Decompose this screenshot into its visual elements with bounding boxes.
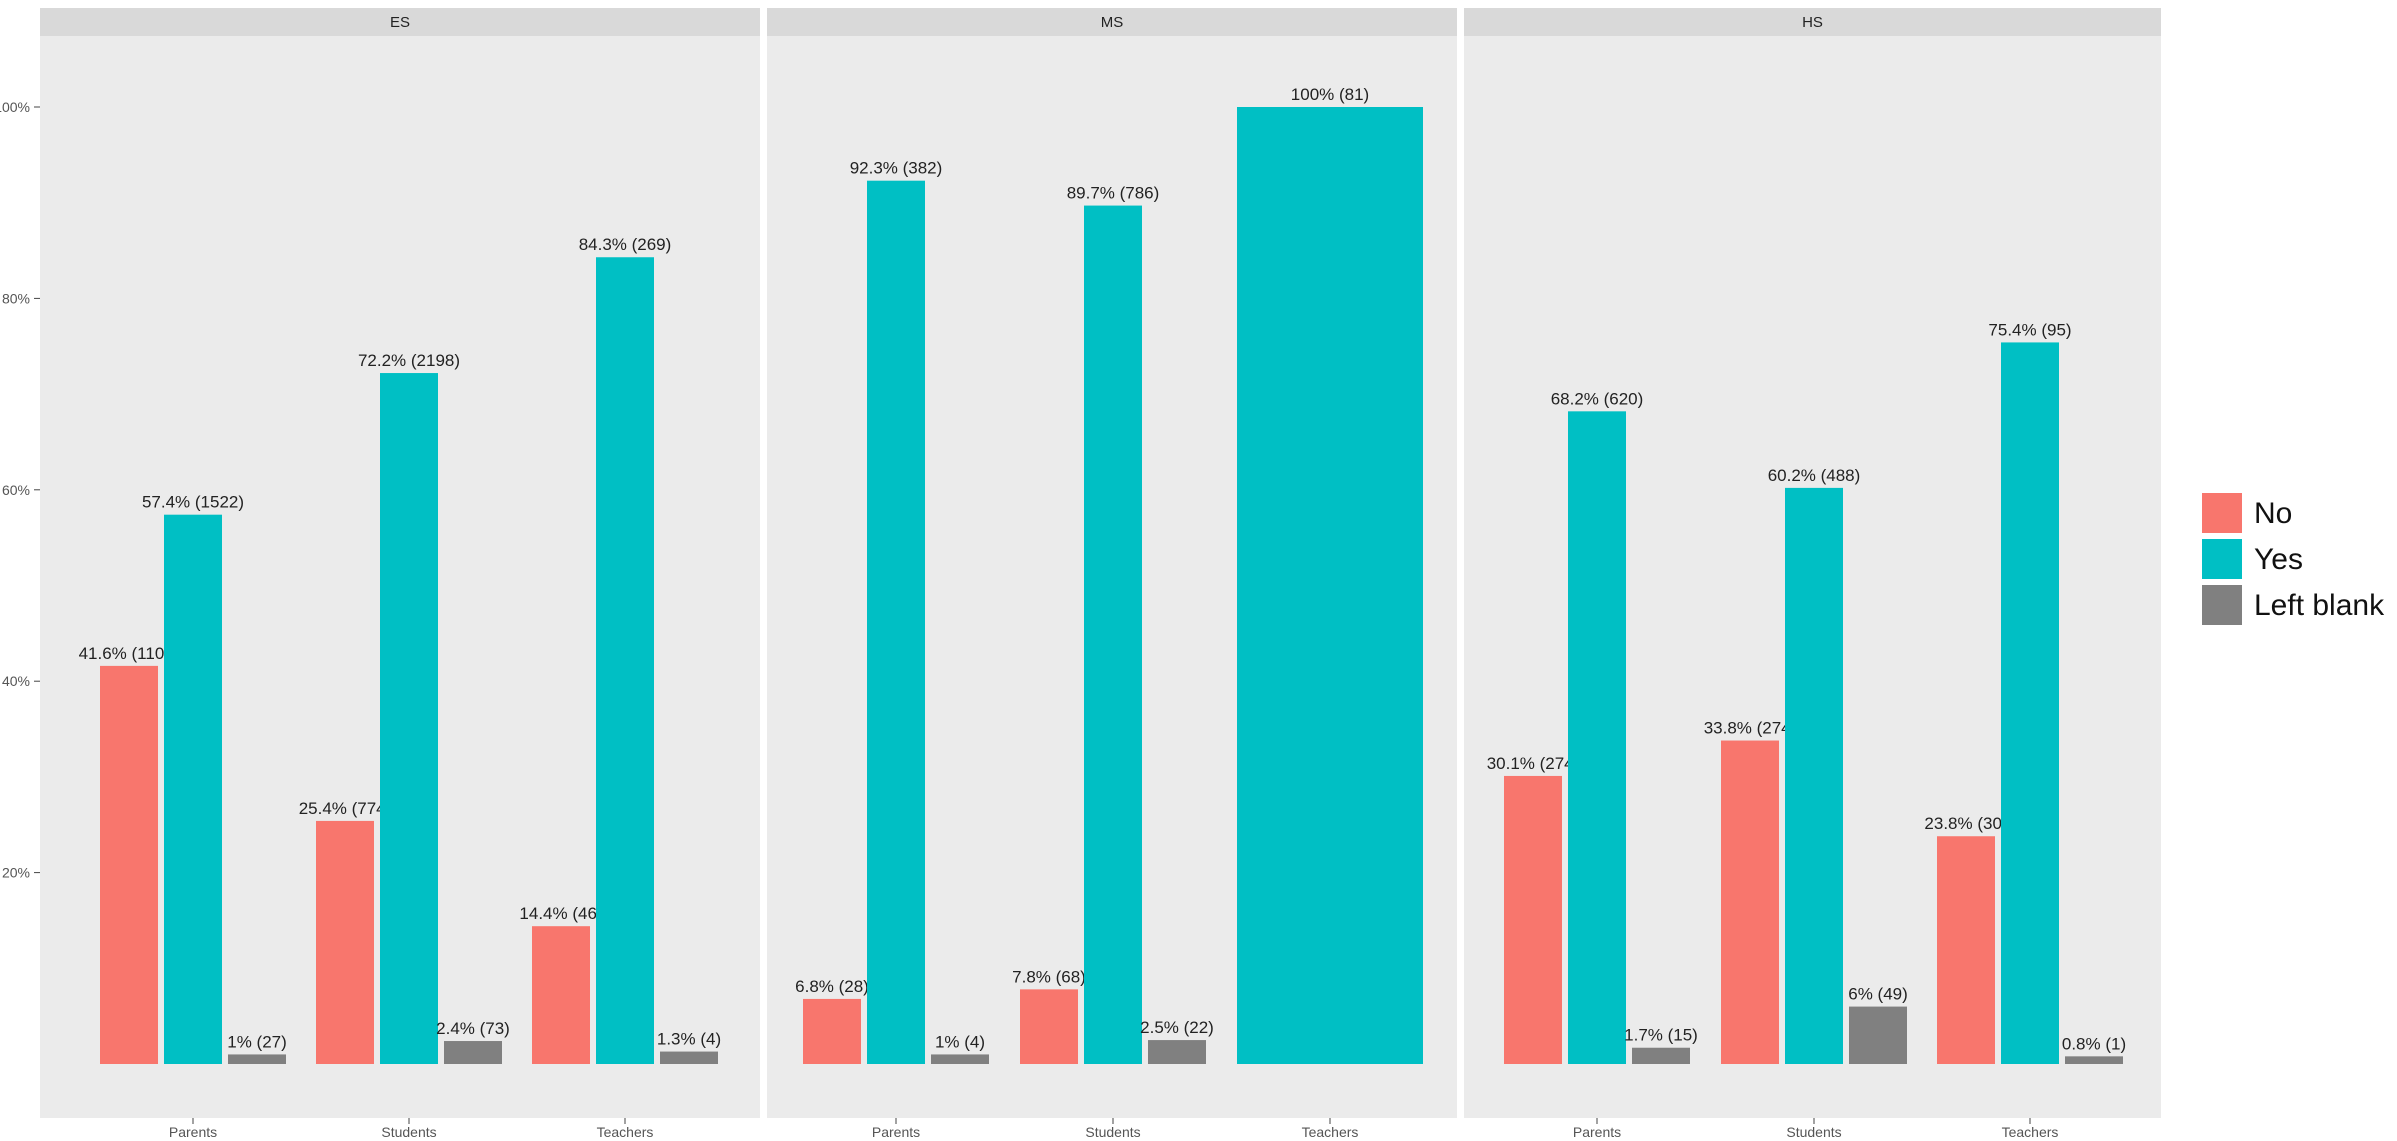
data-label: 7.8% (68) (1012, 967, 1086, 986)
x-tick-label: Students (381, 1124, 436, 1140)
facet-strip-label: HS (1802, 14, 1823, 31)
data-label: 75.4% (95) (1988, 320, 2071, 339)
x-tick-label: Parents (169, 1124, 217, 1140)
bar-left-blank (1148, 1040, 1206, 1064)
bars: 41.6% (1102) 57.4% (1522) 1% (27) 25.4% (77… (79, 85, 2126, 1065)
data-label: 23.8% (30) (1924, 814, 2007, 833)
data-label: 72.2% (2198) (358, 351, 460, 370)
bar-yes (380, 373, 438, 1064)
data-label: 57.4% (1522) (142, 493, 244, 512)
data-label: 6% (49) (1848, 985, 1908, 1004)
data-label: 33.8% (274) (1704, 719, 1797, 738)
data-label: 25.4% (774) (299, 799, 392, 818)
bar-left-blank (660, 1051, 718, 1064)
bar-no (1937, 836, 1995, 1064)
data-label: 2.5% (22) (1140, 1018, 1214, 1037)
bar-no (803, 998, 861, 1064)
bar-yes (1785, 487, 1843, 1064)
x-tick-label: Teachers (2002, 1124, 2059, 1140)
x-axis: Parents Students Teachers Parents Students Te… (169, 1118, 2059, 1140)
legend: No Yes Left blank (2200, 491, 2385, 627)
y-tick-label: 40% (2, 673, 30, 689)
strip-background (1464, 8, 2161, 36)
x-tick-label: Students (1786, 1124, 1841, 1140)
bar-left-blank (2065, 1056, 2123, 1064)
x-tick-label: Parents (872, 1124, 920, 1140)
x-tick-label: Students (1085, 1124, 1140, 1140)
data-label: 30.1% (274) (1487, 754, 1580, 773)
legend-key-yes (2200, 537, 2244, 581)
data-label: 1.7% (15) (1624, 1026, 1698, 1045)
y-tick-label: 80% (2, 290, 30, 306)
data-label: 1% (4) (935, 1032, 985, 1051)
y-tick-label: 60% (2, 482, 30, 498)
bar-left-blank (444, 1041, 502, 1064)
data-label: 60.2% (488) (1768, 466, 1861, 485)
bar-no (1020, 989, 1078, 1064)
bar-no (100, 665, 158, 1064)
y-axis: 20% 40% 60% 80% 100% (0, 99, 40, 881)
data-label: 1% (27) (227, 1032, 287, 1051)
facet-strip-label: ES (390, 14, 410, 31)
bar-yes (2001, 342, 2059, 1064)
data-label: 89.7% (786) (1067, 184, 1160, 203)
facet-strip-label: MS (1101, 14, 1124, 31)
bar-left-blank (931, 1054, 989, 1064)
data-label: 84.3% (269) (579, 235, 672, 254)
legend-key-left-blank (2200, 583, 2244, 627)
y-tick-label: 100% (0, 99, 30, 115)
data-label: 14.4% (46) (519, 904, 602, 923)
legend-label-left-blank: Left blank (2254, 589, 2385, 622)
strip-background (767, 8, 1457, 36)
legend-key-no (2200, 491, 2244, 535)
bar-yes (1084, 205, 1142, 1065)
bar-yes (164, 514, 222, 1064)
data-label: 68.2% (620) (1551, 389, 1644, 408)
bar-no (316, 820, 374, 1064)
bar-no (1721, 740, 1779, 1064)
data-label: 2.4% (73) (436, 1019, 510, 1038)
x-tick-label: Parents (1573, 1124, 1621, 1140)
x-tick-label: Teachers (597, 1124, 654, 1140)
legend-label-yes: Yes (2254, 543, 2303, 576)
data-label: 0.8% (1) (2062, 1034, 2126, 1053)
y-tick-label: 20% (2, 865, 30, 881)
bar-left-blank (228, 1054, 286, 1064)
data-label: 1.3% (4) (657, 1030, 721, 1049)
x-tick-label: Teachers (1302, 1124, 1359, 1140)
bar-yes (1568, 411, 1626, 1064)
data-label: 41.6% (1102) (79, 644, 180, 663)
strip-background (40, 8, 760, 36)
bar-yes (596, 257, 654, 1064)
bar-yes (867, 180, 925, 1065)
data-label: 100% (81) (1291, 85, 1369, 104)
bar-left-blank (1849, 1006, 1907, 1064)
bar-no (1504, 775, 1562, 1064)
data-label: 92.3% (382) (850, 159, 943, 178)
bar-left-blank (1632, 1047, 1690, 1064)
data-label: 6.8% (28) (795, 977, 869, 996)
bar-yes (1237, 107, 1423, 1064)
bar-no (532, 926, 590, 1064)
legend-label-no: No (2254, 497, 2292, 530)
